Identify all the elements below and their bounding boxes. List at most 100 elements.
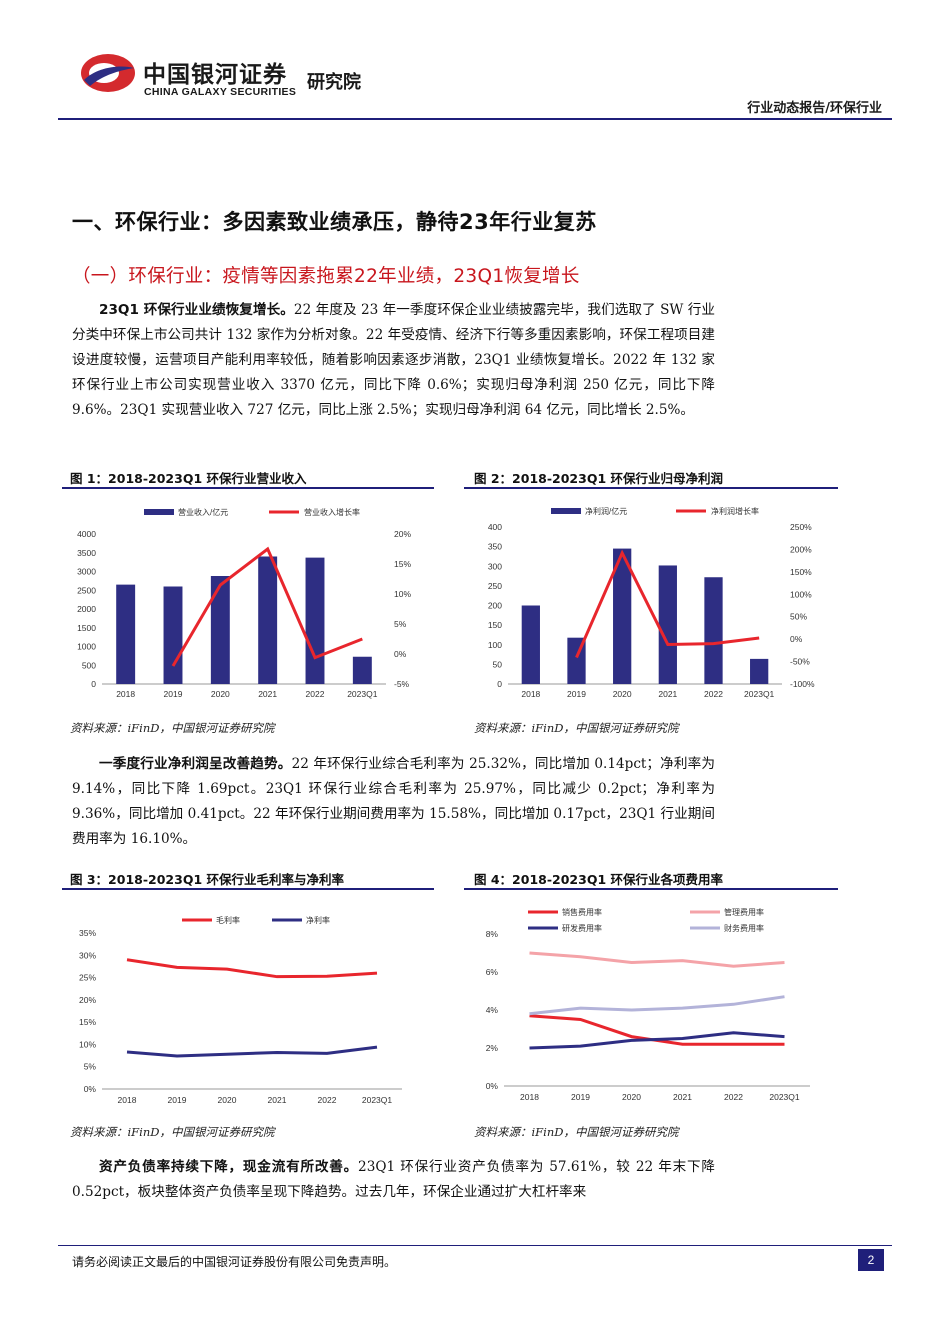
bar: [305, 557, 325, 684]
y-tick-label: 0%: [486, 1081, 499, 1091]
y-tick-label: 35%: [79, 928, 96, 938]
paragraph-body: 22 年环保行业综合毛利率为 25.32%，同比增加 0.14pct；净利率为 …: [72, 756, 716, 847]
logo-english-name: CHINA GALAXY SECURITIES: [144, 86, 297, 98]
y2-tick-label: 10%: [394, 589, 411, 599]
revenue-chart: 0 500 1000 1500 2000 2500 3000 3500 4000 -5% 0% 5% 1…: [77, 507, 411, 699]
x-tick-label: 2020: [218, 1095, 237, 1105]
x-tick-label: 2022: [318, 1095, 337, 1105]
x-tick-label: 2023Q1: [362, 1095, 393, 1105]
paragraph-revenue: 23Q1 环保行业业绩恢复增长。22 年度及 23 年一季度环保企业业绩披露完毕…: [72, 298, 715, 423]
figure-1-chart: 0 500 1000 1500 2000 2500 3000 3500 4000 -5% 0% 5% 1…: [62, 495, 434, 709]
paragraph-margin: 一季度行业净利润呈改善趋势。22 年环保行业综合毛利率为 25.32%，同比增加…: [72, 752, 715, 852]
x-tick-label: 2021: [673, 1092, 692, 1102]
header-divider: [58, 118, 892, 120]
figure-4-source: 资料来源：iFinD，中国银河证券研究院: [474, 1125, 679, 1139]
y2-tick-label: -5%: [394, 679, 410, 689]
report-type-label: 行业动态报告/环保行业: [747, 101, 882, 116]
series-line: [126, 1045, 378, 1058]
x-tick-label: 2019: [567, 689, 586, 699]
y-tick-label: 150: [488, 620, 502, 630]
bar: [750, 658, 769, 684]
y-tick-label: 30%: [79, 950, 96, 960]
y2-tick-label: 150%: [790, 567, 812, 577]
paragraph-body: 23Q1 环保行业资产负债率为 57.61%，较 22 年末下降 0.52pct…: [72, 1159, 715, 1200]
x-tick-label: 2018: [116, 689, 135, 699]
paragraph-leverage: 资产负债率持续下降，现金流有所改善。23Q1 环保行业资产负债率为 57.61%…: [72, 1155, 715, 1205]
x-tick-label: 2019: [168, 1095, 187, 1105]
figure-3-chart: 0% 5% 10% 15% 20% 25% 30% 35% 2018 2019 2020 2021 20…: [62, 896, 434, 1115]
figure-2-chart: 0 50 100 150 200 250 300 350 400 -100% -50% 0% 50% 10…: [464, 495, 838, 709]
x-tick-label: 2020: [211, 689, 230, 699]
y-tick-label: 4000: [77, 529, 96, 539]
x-tick-label: 2022: [306, 689, 325, 699]
y-tick-label: 2500: [77, 585, 96, 595]
paragraph-lead: 23Q1 环保行业业绩恢复增长。: [99, 302, 294, 318]
x-tick-label: 2021: [258, 689, 277, 699]
legend-label: 财务费用率: [724, 923, 764, 933]
legend-label: 管理费用率: [724, 907, 764, 917]
y2-tick-label: 200%: [790, 544, 812, 554]
y-tick-label: 100: [488, 640, 502, 650]
y-tick-label: 2000: [77, 604, 96, 614]
figure-2-source: 资料来源：iFinD，中国银河证券研究院: [474, 721, 679, 735]
y-tick-label: 20%: [79, 995, 96, 1005]
y-tick-label: 300: [488, 561, 502, 571]
y2-tick-label: 15%: [394, 559, 411, 569]
y-tick-label: 350: [488, 542, 502, 552]
y2-tick-label: 50%: [790, 612, 807, 622]
x-tick-label: 2021: [268, 1095, 287, 1105]
x-tick-label: 2019: [164, 689, 183, 699]
y-tick-label: 6%: [486, 967, 499, 977]
x-tick-label: 2020: [622, 1092, 641, 1102]
y-tick-label: 1500: [77, 623, 96, 633]
footer-disclaimer: 请务必阅读正文最后的中国银河证券股份有限公司免责声明。: [72, 1255, 397, 1269]
legend-label-bars: 营业收入/亿元: [178, 507, 228, 517]
bar: [210, 576, 230, 684]
series-line: [529, 1031, 785, 1050]
figure-4-chart: 0% 2% 4% 6% 8% 2018 2019 2020 2021 2022 2023Q1 销售费用…: [464, 896, 838, 1115]
y-tick-label: 250: [488, 581, 502, 591]
x-tick-label: 2020: [613, 689, 632, 699]
bar: [658, 565, 677, 684]
paragraph-body: 22 年度及 23 年一季度环保企业业绩披露完毕，我们选取了 SW 行业分类中环…: [72, 302, 715, 418]
y2-tick-label: 100%: [790, 589, 812, 599]
figure-2-rule: [464, 487, 838, 489]
y-tick-label: 200: [488, 601, 502, 611]
bar: [163, 586, 183, 684]
y-tick-label: 1000: [77, 642, 96, 652]
expense-ratio-chart: 0% 2% 4% 6% 8% 2018 2019 2020 2021 2022 2023Q1 销售费用…: [486, 907, 810, 1102]
y-tick-label: 3500: [77, 548, 96, 558]
x-tick-label: 2019: [571, 1092, 590, 1102]
y-tick-label: 5%: [84, 1062, 97, 1072]
y-tick-label: 4%: [486, 1005, 499, 1015]
margin-chart: 0% 5% 10% 15% 20% 25% 30% 35% 2018 2019 2020 2021 20…: [79, 915, 402, 1105]
y2-tick-label: -50%: [790, 657, 810, 667]
series-line: [126, 958, 378, 979]
y2-tick-label: 20%: [394, 529, 411, 539]
subsection-heading: （一）环保行业：疫情等因素拖累22年业绩，23Q1恢复增长: [72, 266, 580, 287]
growth-line: [575, 549, 760, 659]
figure-2-title: 图 2：2018-2023Q1 环保行业归母净利润: [474, 471, 723, 486]
y-tick-label: 25%: [79, 973, 96, 983]
y-tick-label: 10%: [79, 1039, 96, 1049]
figure-3-rule: [62, 888, 434, 890]
growth-line: [171, 546, 363, 667]
y-tick-label: 400: [488, 522, 502, 532]
y-tick-label: 0: [497, 679, 502, 689]
figure-1-source: 资料来源：iFinD，中国银河证券研究院: [70, 721, 275, 735]
figure-1-rule: [62, 487, 434, 489]
y2-tick-label: -100%: [790, 679, 815, 689]
x-tick-label: 2023Q1: [769, 1092, 800, 1102]
y2-tick-label: 0%: [790, 634, 803, 644]
bar: [352, 656, 372, 684]
x-tick-label: 2022: [704, 689, 723, 699]
y-tick-label: 500: [82, 660, 96, 670]
legend-swatch-bars: [551, 508, 581, 514]
y-tick-label: 15%: [79, 1017, 96, 1027]
y2-tick-label: 250%: [790, 522, 812, 532]
legend-label-line: 净利润增长率: [711, 506, 759, 516]
legend-label: 毛利率: [216, 915, 240, 925]
x-tick-label: 2023Q1: [744, 689, 775, 699]
figure-4-title: 图 4：2018-2023Q1 环保行业各项费用率: [474, 872, 723, 887]
figure-4-rule: [464, 888, 838, 890]
